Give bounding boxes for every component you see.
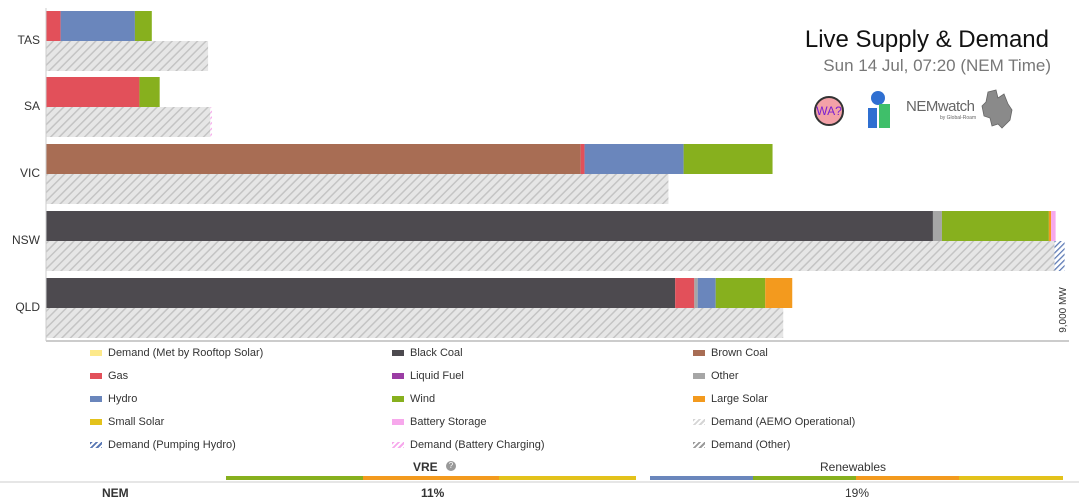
legend-label: Black Coal [410, 347, 463, 359]
legend-label: Gas [108, 370, 129, 382]
supply-bar-vic [584, 144, 684, 174]
chart-title: Live Supply & Demand [804, 26, 1049, 53]
legend-label: Brown Coal [711, 347, 768, 359]
region-label-vic: VIC [20, 166, 40, 180]
legend-label: Demand (Met by Rooftop Solar) [108, 347, 264, 359]
australia-map-icon [981, 89, 1013, 129]
demand-bar-sa [46, 107, 211, 137]
legend-item[interactable]: Black Coal [392, 346, 463, 360]
legend-swatch [90, 442, 102, 449]
legend-item[interactable]: Brown Coal [693, 346, 768, 360]
region-label-sa: SA [24, 99, 40, 113]
demand-bar-vic [46, 174, 669, 204]
supply-bar-vic [683, 144, 773, 174]
legend-item[interactable]: Small Solar [90, 415, 164, 429]
legend-label: Liquid Fuel [410, 370, 464, 382]
legend-item[interactable]: Hydro [90, 392, 137, 406]
x-max-label: 9,000 MW [1058, 287, 1069, 333]
legend-swatch [693, 350, 705, 357]
legend-swatch [693, 373, 705, 380]
legend-swatch [392, 350, 404, 357]
legend-label: Demand (Pumping Hydro) [108, 439, 236, 451]
supply-bar-nsw [932, 211, 942, 241]
legend-label: Demand (Other) [711, 439, 791, 451]
legend-item[interactable]: Wind [392, 392, 435, 406]
supply-bar-tas [46, 11, 61, 41]
demand-bar-qld [46, 308, 784, 338]
demand-bar-nsw [1054, 241, 1065, 271]
legend-item[interactable]: Demand (Met by Rooftop Solar) [90, 346, 263, 360]
help-icon[interactable]: ? [446, 461, 456, 471]
legend-item[interactable]: Liquid Fuel [392, 369, 464, 383]
legend-label: Battery Storage [410, 416, 487, 428]
legend-swatch [693, 419, 705, 426]
demand-bar-sa [210, 107, 213, 137]
chart-subtitle: Sun 14 Jul, 07:20 (NEM Time) [823, 56, 1051, 75]
supply-bar-sa [139, 77, 160, 107]
supply-bar-tas [60, 11, 135, 41]
region-label-nsw: NSW [12, 233, 41, 247]
legend-swatch [693, 396, 705, 403]
renewables-label: Renewables [820, 460, 887, 474]
legend-item[interactable]: Gas [90, 369, 128, 383]
legend-swatch [392, 442, 404, 449]
supply-bar-sa [46, 77, 140, 107]
renewables-value: 19% [845, 486, 870, 500]
logo-group: WA? NEMwatch by Global-Roam [814, 88, 1024, 132]
supply-bar-qld [46, 278, 676, 308]
vre-value: 11% [421, 486, 445, 500]
supply-bar-qld [675, 278, 695, 308]
legend-item[interactable]: Demand (Pumping Hydro) [90, 438, 236, 452]
legend-swatch [90, 373, 102, 380]
supply-bar-nsw [1051, 211, 1056, 241]
legend-item[interactable]: Demand (Battery Charging) [392, 438, 545, 452]
supply-bar-qld [765, 278, 793, 308]
supply-bar-nsw [941, 211, 1049, 241]
legend-swatch [693, 442, 705, 449]
supply-bar-tas [134, 11, 152, 41]
brand-logo-icon[interactable] [868, 90, 892, 130]
region-label-tas: TAS [18, 33, 40, 47]
renewables-summary: VRE ? Renewables NEM 11% 19% [0, 458, 1079, 504]
supply-bar-vic [46, 144, 581, 174]
nem-row-label: NEM [102, 486, 129, 500]
legend-swatch [392, 419, 404, 426]
legend-label: Demand (Battery Charging) [410, 439, 545, 451]
legend-swatch [392, 373, 404, 380]
demand-bar-tas [46, 41, 209, 71]
supply-bar-qld [697, 278, 716, 308]
legend-swatch [90, 419, 102, 426]
legend-item[interactable]: Demand (AEMO Operational) [693, 415, 855, 429]
vre-label: VRE [413, 460, 438, 474]
demand-bar-nsw [46, 241, 1055, 271]
legend-label: Wind [410, 393, 436, 405]
legend-label: Small Solar [108, 416, 165, 428]
supply-bar-vic [580, 144, 585, 174]
region-label-qld: QLD [15, 300, 40, 314]
nemwatch-sub: by Global-Roam [940, 115, 977, 121]
legend-label: Large Solar [711, 393, 768, 405]
supply-bar-qld [694, 278, 698, 308]
legend-label: Hydro [108, 393, 138, 405]
legend-item[interactable]: Other [693, 369, 739, 383]
supply-bar-qld [715, 278, 766, 308]
wa-badge[interactable]: WA? [814, 96, 844, 126]
legend-label: Other [711, 370, 739, 382]
legend-swatch [90, 350, 102, 357]
nemwatch-logo[interactable]: NEMwatch [906, 98, 975, 115]
legend-swatch [392, 396, 404, 403]
supply-bar-nsw [46, 211, 933, 241]
legend-label: Demand (AEMO Operational) [711, 416, 856, 428]
legend-swatch [90, 396, 102, 403]
legend-item[interactable]: Demand (Other) [693, 438, 790, 452]
legend-item[interactable]: Large Solar [693, 392, 768, 406]
legend-item[interactable]: Battery Storage [392, 415, 486, 429]
supply-bar-nsw [1048, 211, 1052, 241]
